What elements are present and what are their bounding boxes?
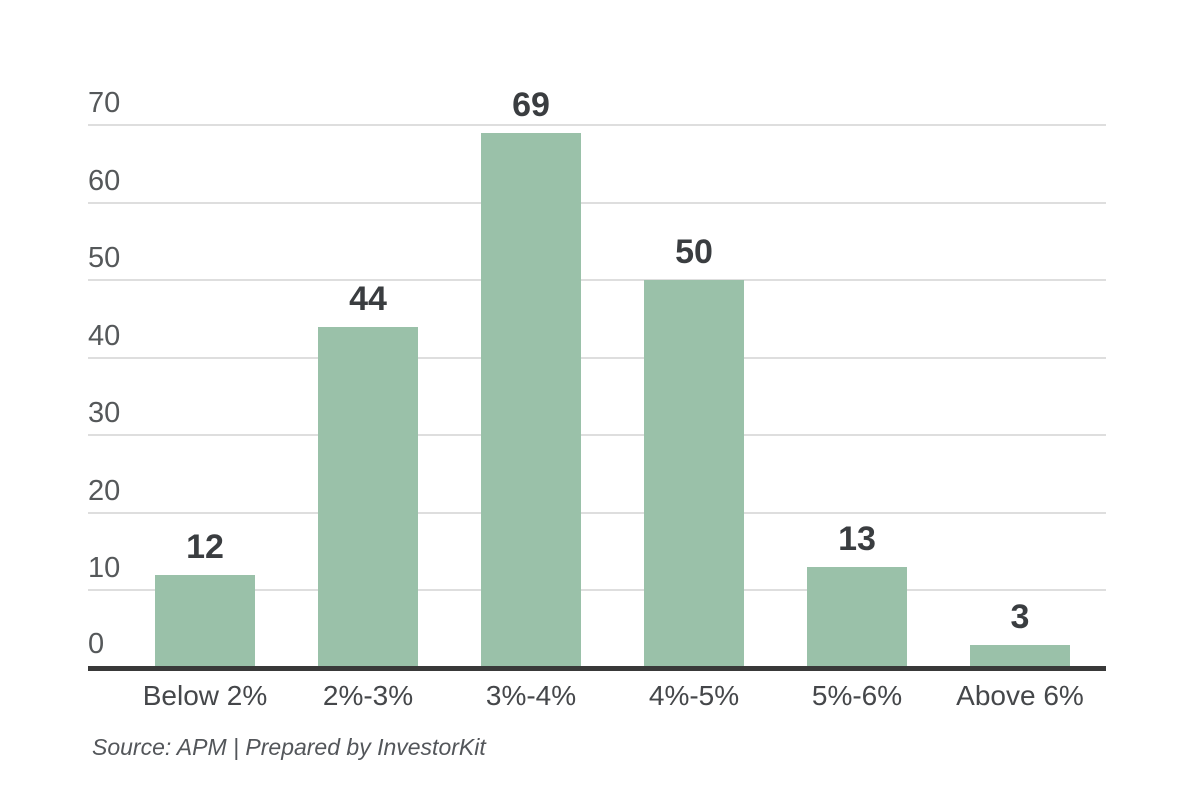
bar-above-6- [970,644,1070,668]
xtick-label-above-6-: Above 6% [956,680,1084,711]
gridline-y60 [88,201,1106,204]
xtick-label-below-2-: Below 2% [142,680,268,711]
bar-below-2- [155,574,255,668]
ytick-label-10: 10 [88,552,121,585]
gridline-y20 [88,511,1106,514]
xtick-label-5-6-: 5%-6% [811,680,903,711]
bar-2-3- [318,326,418,668]
ytick-label-40: 40 [88,319,121,352]
bar-4-5- [644,280,744,668]
gridline-y10 [88,589,1106,592]
gridline-y40 [88,356,1106,359]
source-note: Source: APM | Prepared by InvestorKit [92,734,486,760]
ytick-label-0: 0 [88,628,105,660]
value-label-3-4-: 69 [512,85,550,124]
xtick-label-4-5-: 4%-5% [648,680,740,711]
xtick-label-3-4-: 3%-4% [485,680,577,711]
value-label-4-5-: 50 [675,233,713,272]
gridline-y70 [88,124,1106,126]
value-label-below-2-: 12 [186,527,224,566]
xtick-label-2-3-: 2%-3% [322,680,414,711]
bar-3-4- [481,132,581,668]
x-axis-line [88,666,1106,671]
ytick-label-70: 70 [88,87,121,119]
ytick-label-50: 50 [88,242,121,275]
ytick-label-20: 20 [88,474,121,507]
gridline-y50 [88,279,1106,282]
bar-5-6- [807,567,907,668]
value-label-above-6-: 3 [1010,597,1030,636]
ytick-label-60: 60 [88,164,121,197]
value-label-2-3-: 44 [349,279,387,318]
value-label-5-6-: 13 [838,520,876,559]
ytick-label-30: 30 [88,397,121,430]
gridline-y30 [88,434,1106,437]
